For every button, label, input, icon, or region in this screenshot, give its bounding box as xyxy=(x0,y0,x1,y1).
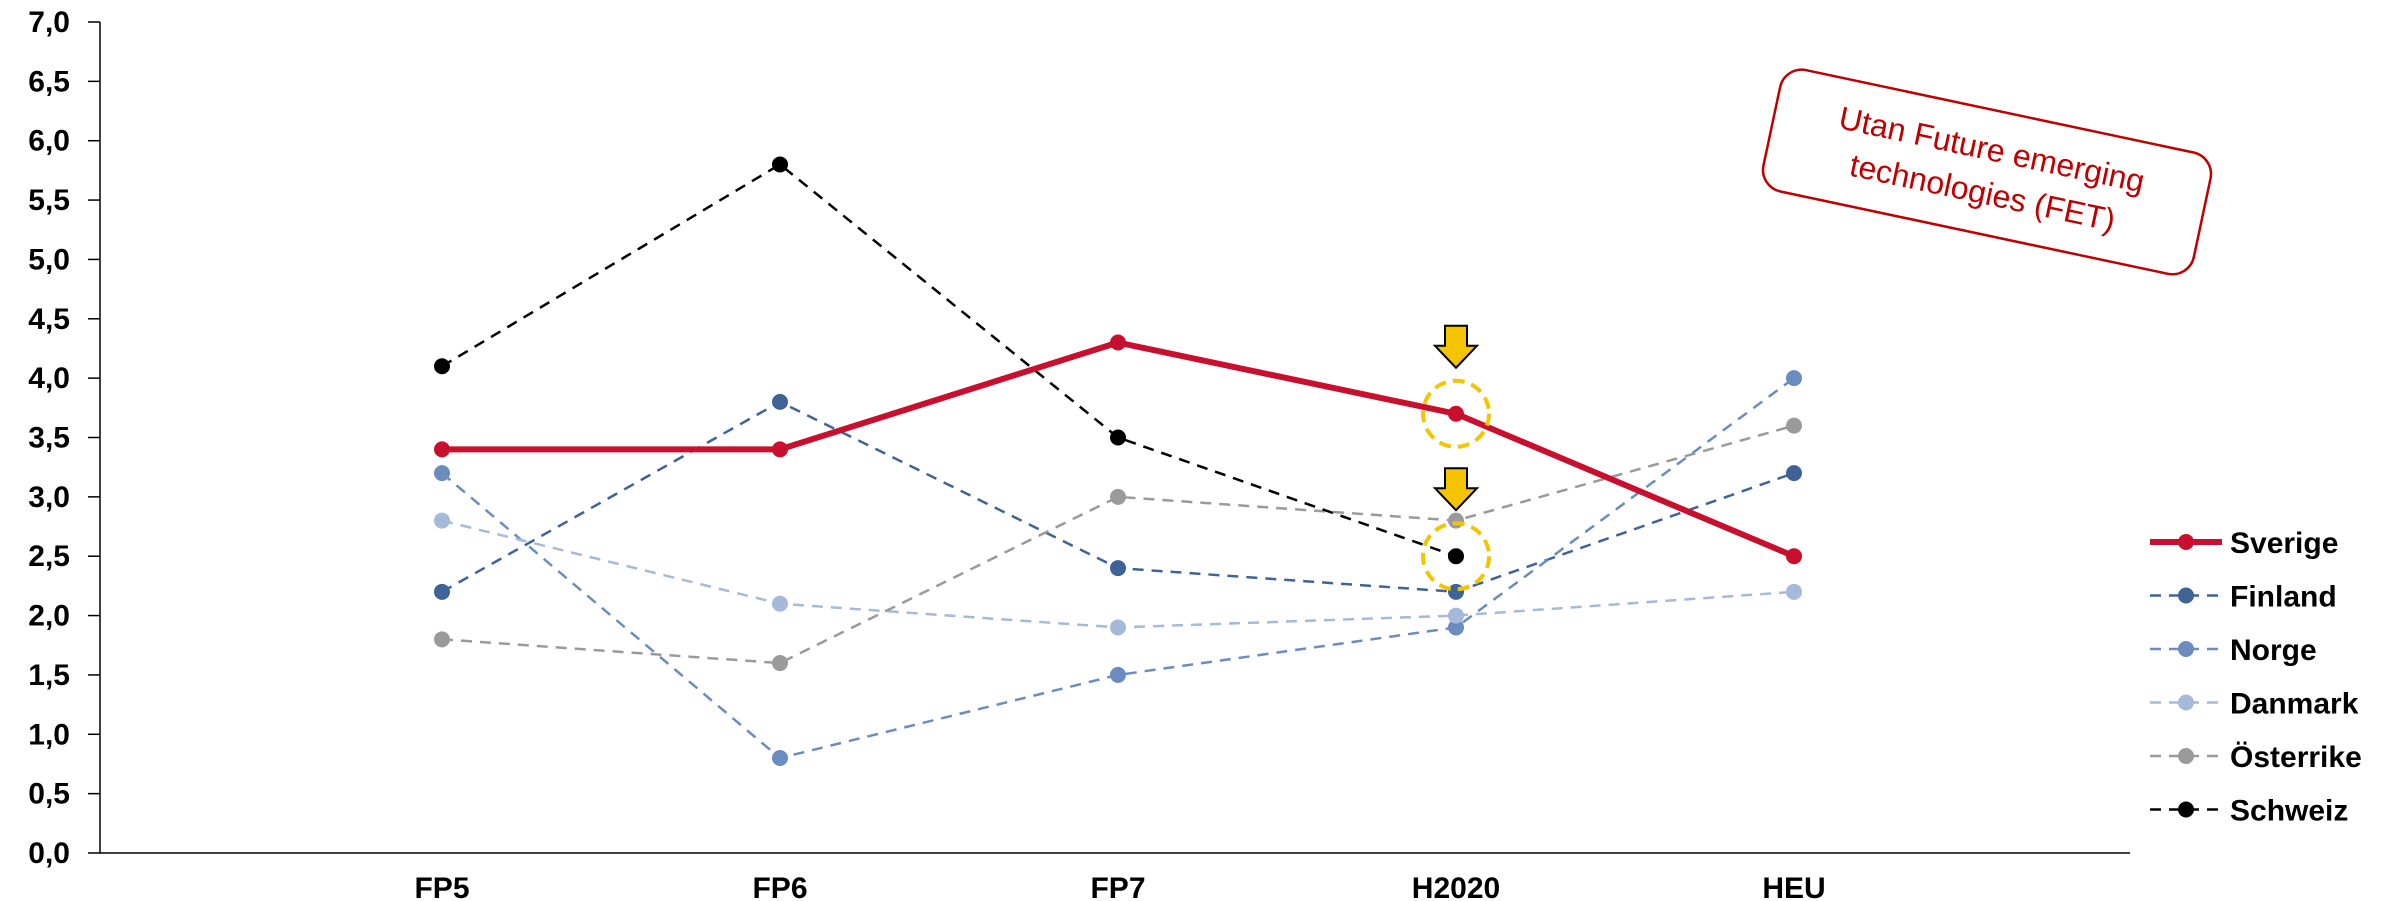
y-tick-label: 5,5 xyxy=(28,184,70,217)
legend-label: Norge xyxy=(2230,634,2317,667)
y-tick-label: 2,0 xyxy=(28,600,70,633)
series-schweiz xyxy=(434,156,1464,565)
series-norge xyxy=(434,370,1802,767)
highlight-layer xyxy=(1421,324,1491,592)
data-point xyxy=(772,156,788,173)
data-point xyxy=(1110,619,1126,636)
data-point xyxy=(1110,666,1126,683)
arrow-down-icon xyxy=(1432,467,1480,512)
legend-item-sverige: Sverige xyxy=(2150,527,2338,560)
data-point xyxy=(1110,560,1126,577)
data-point xyxy=(1786,417,1802,434)
data-point xyxy=(434,512,450,529)
data-point xyxy=(1448,512,1464,529)
legend-marker xyxy=(2178,587,2194,604)
data-point xyxy=(434,583,450,600)
series-line xyxy=(441,377,1795,760)
y-tick-label: 6,0 xyxy=(28,125,70,158)
legend-item-finland: Finland xyxy=(2150,581,2337,614)
x-tick-label: H2020 xyxy=(1412,872,1500,901)
data-point xyxy=(434,631,450,648)
arrow-down-icon xyxy=(1432,324,1480,370)
x-tick-label: HEU xyxy=(1762,872,1825,901)
y-tick-label: 3,5 xyxy=(28,422,70,455)
series-layer xyxy=(434,156,1802,767)
highlight-ring xyxy=(1421,521,1491,592)
legend-marker xyxy=(2178,801,2194,818)
series-line xyxy=(441,163,1457,558)
legend-label: Danmark xyxy=(2230,688,2359,721)
data-point xyxy=(1448,405,1464,422)
legend-marker xyxy=(2178,748,2194,764)
data-point xyxy=(772,655,788,672)
y-tick-label: 3,0 xyxy=(28,481,70,514)
chart-axes: 0,0 0,5 1,0 1,5 2,0 2,5 3,0 3,5 4,0 4,5 5,0 5,5 6,0 6… xyxy=(28,6,2130,901)
data-point xyxy=(1110,488,1126,505)
y-tick-label: 7,0 xyxy=(28,6,70,39)
data-point xyxy=(434,358,450,375)
data-point xyxy=(1448,548,1464,565)
series-sverige xyxy=(434,334,1802,565)
legend-marker xyxy=(2178,641,2194,657)
y-tick-label: 1,0 xyxy=(28,718,70,751)
y-tick-label: 5,0 xyxy=(28,243,70,276)
annotation-note: Utan Future emerging technologies (FET) xyxy=(1761,68,2213,276)
data-point xyxy=(1110,334,1126,351)
y-tick-label: 1,5 xyxy=(28,659,70,692)
y-tick-label: 6,5 xyxy=(28,65,70,98)
series-danmark xyxy=(434,512,1802,636)
series-line xyxy=(442,339,1796,559)
data-point xyxy=(1786,548,1802,565)
legend-item-schweiz: Schweiz xyxy=(2150,795,2348,828)
legend: Sverige Finland Norge Danmark Österrike Schwe… xyxy=(2150,527,2362,828)
data-point xyxy=(434,441,450,458)
legend-label: Finland xyxy=(2230,581,2337,614)
legend-label: Sverige xyxy=(2230,527,2338,560)
data-point xyxy=(772,393,788,410)
y-tick-label: 0,0 xyxy=(28,837,70,870)
y-tick-label: 4,5 xyxy=(28,303,70,336)
x-tick-label: FP6 xyxy=(752,872,807,901)
y-tick-label: 2,5 xyxy=(28,540,70,573)
x-tick-label: FP5 xyxy=(414,872,469,901)
y-tick-label: 0,5 xyxy=(28,778,70,811)
data-point xyxy=(1448,607,1464,624)
data-point xyxy=(434,465,450,482)
legend-marker xyxy=(2178,694,2194,711)
annotation-box xyxy=(1761,68,2213,276)
legend-item-norge: Norge xyxy=(2150,634,2317,667)
x-tick-label: FP7 xyxy=(1090,872,1145,901)
legend-label: Schweiz xyxy=(2230,795,2348,828)
legend-item-österrike: Österrike xyxy=(2150,741,2362,774)
legend-item-danmark: Danmark xyxy=(2150,688,2359,721)
y-tick-label: 4,0 xyxy=(28,362,70,395)
legend-marker xyxy=(2178,534,2194,550)
data-point xyxy=(772,750,788,767)
legend-label: Österrike xyxy=(2230,741,2362,774)
data-point xyxy=(772,595,788,612)
highlight-ring xyxy=(1421,378,1491,449)
data-point xyxy=(1448,619,1464,636)
data-point xyxy=(1786,465,1802,482)
data-point xyxy=(1110,429,1126,446)
data-point xyxy=(1786,370,1802,387)
series-österrike xyxy=(434,417,1802,672)
data-point xyxy=(1448,583,1464,600)
data-point xyxy=(1786,583,1802,600)
data-point xyxy=(772,441,788,458)
